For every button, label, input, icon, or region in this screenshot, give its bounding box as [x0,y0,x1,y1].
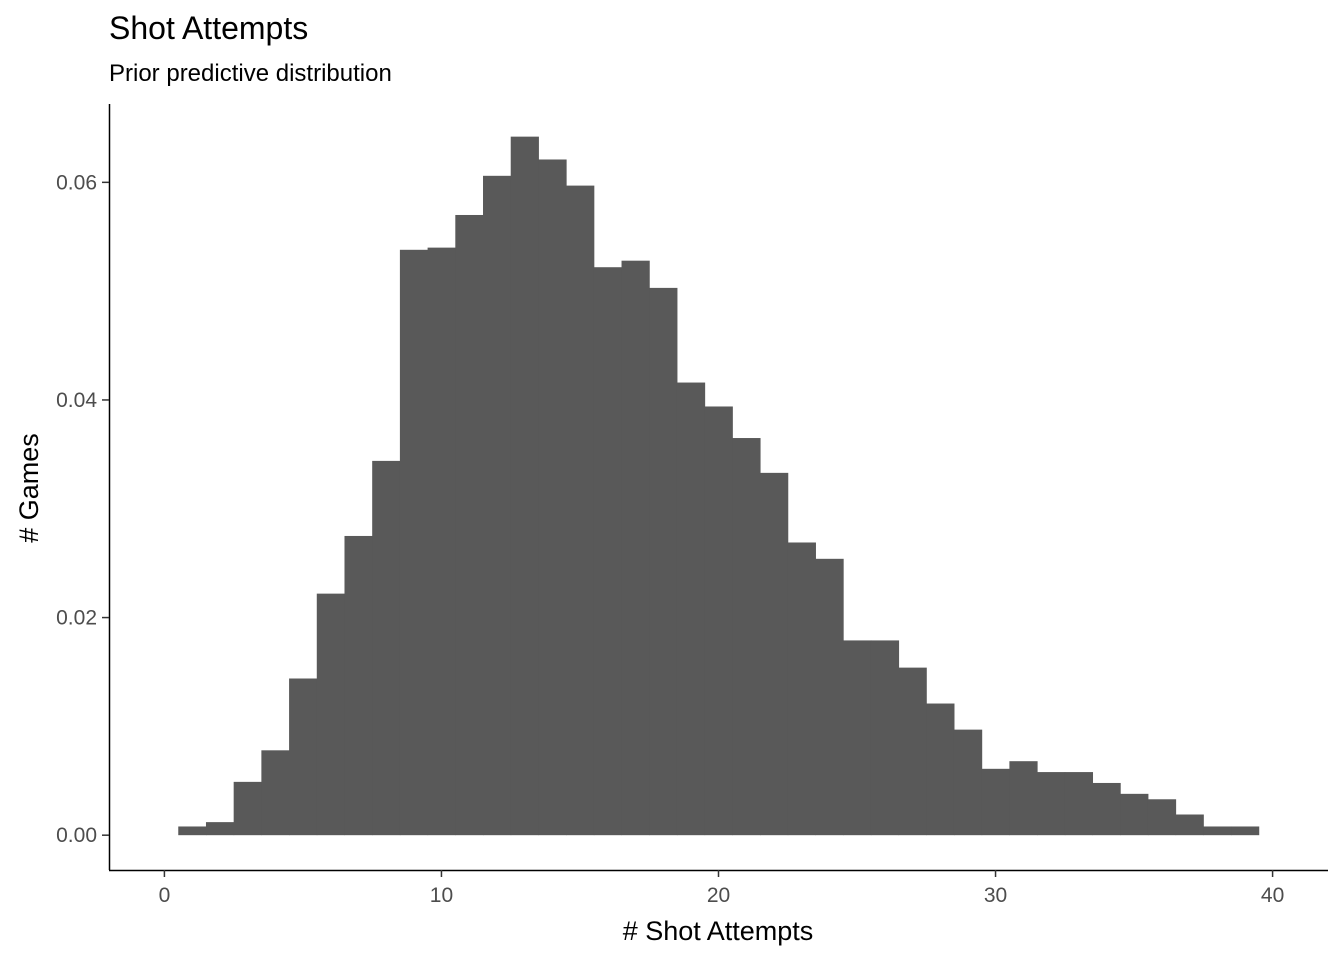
histogram-bar [649,287,678,836]
histogram-bar [1175,814,1204,836]
x-tick-label: 30 [984,884,1007,907]
histogram-bar [981,768,1010,836]
histogram-bar [760,472,789,836]
histogram-bar [843,640,872,836]
histogram-bar [953,729,983,836]
histogram-bar [316,593,345,836]
histogram-bar [787,542,816,836]
histogram-bar [926,703,955,836]
histogram-bar [1037,772,1066,836]
x-tick-label: 10 [430,884,453,907]
histogram-bar [1231,826,1260,836]
histogram-bar [1147,799,1177,836]
histogram-bar [205,822,235,836]
y-tick-label: 0.04 [56,389,97,412]
x-tick-label: 40 [1261,884,1284,907]
histogram-bar [1120,793,1149,836]
histogram-bar [1092,782,1121,836]
x-tick-label: 0 [159,884,171,907]
histogram-bar [455,214,484,836]
histogram-bar [676,382,706,836]
histogram-bar [483,175,512,836]
histogram-bar [566,185,595,836]
y-ticks: 0.00 0.02 0.04 0.06 [56,171,109,847]
histogram-bar [233,781,262,836]
histogram-bars [178,136,1260,836]
histogram-bar [870,640,900,836]
y-tick-label: 0.00 [56,824,97,847]
histogram-bar [1064,772,1094,836]
y-axis-title: # Games [14,433,44,543]
histogram-bar [1009,761,1038,836]
histogram-bar [289,678,318,836]
y-tick-label: 0.06 [56,171,97,194]
histogram-bar [1203,826,1232,836]
x-ticks: 0 10 20 30 40 [159,870,1284,907]
histogram-bar [593,267,623,836]
histogram-bar [178,826,207,836]
histogram-bar [399,249,429,836]
histogram-bar [815,558,844,836]
x-tick-label: 20 [707,884,730,907]
y-tick-label: 0.02 [56,607,97,630]
histogram-bar [538,159,567,836]
histogram-bar [898,667,927,836]
chart-title: Shot Attempts [109,10,309,46]
histogram-bar [510,136,539,836]
histogram-bar [621,260,650,836]
chart-subtitle: Prior predictive distribution [109,60,392,87]
x-axis-title: # Shot Attempts [623,916,814,946]
histogram-bar [372,460,401,836]
histogram-bar [344,535,373,836]
histogram-bar [427,247,456,836]
histogram-bar [704,406,733,836]
histogram-bar [732,438,761,836]
histogram-bar [261,750,290,836]
